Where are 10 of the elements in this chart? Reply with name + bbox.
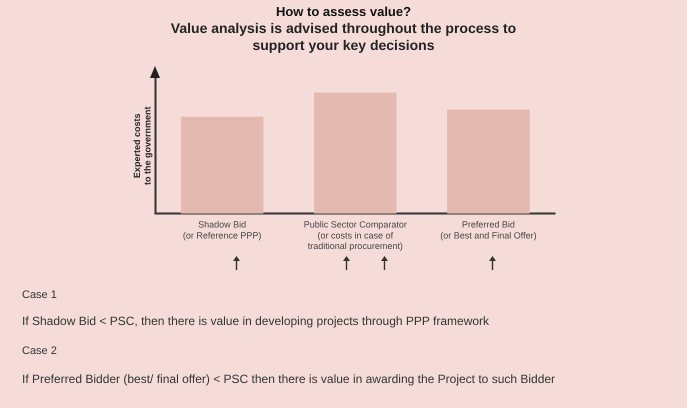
chart-title: How to assess value? [274, 4, 412, 19]
x-tick-label: Preferred Bid (or Best and Final Offer) [440, 219, 537, 240]
x-tick-label: Shadow Bid (or Reference PPP) [182, 219, 262, 240]
text: Case 2 [22, 345, 57, 357]
y-axis-title: Experted costs to the government [132, 106, 153, 186]
chart-subtitle: Value analysis is advised throughout the process to support your key decisions [170, 20, 518, 54]
text: If Preferred Bidder (best/ final offer) < PSC then there is value in awarding the Project to such Bidder [22, 372, 556, 386]
text: If Shadow Bid < PSC, then there is value in developing projects through PPP framework [22, 314, 490, 328]
text: Case 1 [22, 289, 57, 301]
x-tick-label: Public Sector Comparator (or costs in case of traditional procurement) [304, 219, 407, 252]
